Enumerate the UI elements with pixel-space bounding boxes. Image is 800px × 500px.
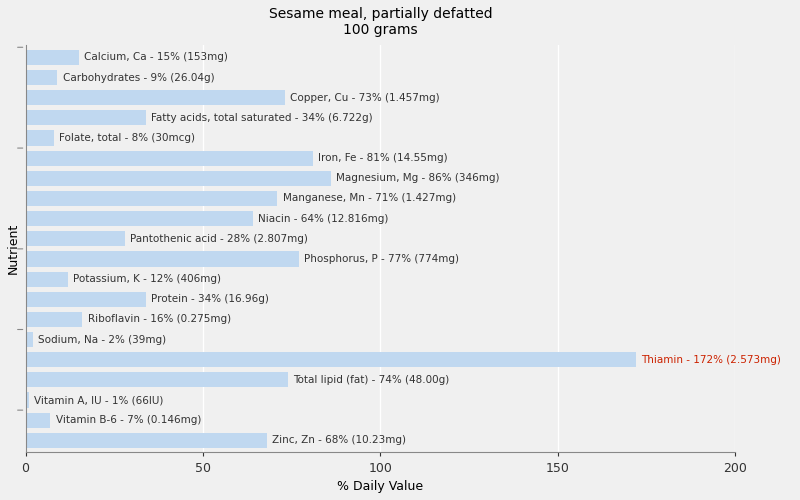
- Bar: [26, 90, 285, 105]
- Text: Fatty acids, total saturated - 34% (6.722g): Fatty acids, total saturated - 34% (6.72…: [151, 113, 373, 123]
- Bar: [26, 50, 78, 65]
- Text: Vitamin A, IU - 1% (66IU): Vitamin A, IU - 1% (66IU): [34, 395, 164, 405]
- Text: Zinc, Zn - 68% (10.23mg): Zinc, Zn - 68% (10.23mg): [272, 436, 406, 446]
- Bar: [26, 433, 267, 448]
- Bar: [26, 312, 82, 327]
- Text: Manganese, Mn - 71% (1.427mg): Manganese, Mn - 71% (1.427mg): [283, 194, 456, 203]
- Text: Folate, total - 8% (30mcg): Folate, total - 8% (30mcg): [59, 133, 195, 143]
- Text: Phosphorus, P - 77% (774mg): Phosphorus, P - 77% (774mg): [304, 254, 459, 264]
- Bar: [26, 211, 253, 226]
- Bar: [26, 352, 636, 368]
- Bar: [26, 170, 330, 186]
- Text: Sodium, Na - 2% (39mg): Sodium, Na - 2% (39mg): [38, 334, 166, 344]
- Bar: [26, 231, 125, 246]
- Title: Sesame meal, partially defatted
100 grams: Sesame meal, partially defatted 100 gram…: [269, 7, 492, 37]
- Bar: [26, 191, 278, 206]
- Bar: [26, 110, 146, 126]
- Y-axis label: Nutrient: Nutrient: [7, 223, 20, 274]
- Bar: [26, 292, 146, 307]
- Text: Potassium, K - 12% (406mg): Potassium, K - 12% (406mg): [74, 274, 222, 284]
- Text: Pantothenic acid - 28% (2.807mg): Pantothenic acid - 28% (2.807mg): [130, 234, 308, 244]
- Bar: [26, 272, 68, 286]
- Text: Calcium, Ca - 15% (153mg): Calcium, Ca - 15% (153mg): [84, 52, 228, 62]
- Text: Iron, Fe - 81% (14.55mg): Iron, Fe - 81% (14.55mg): [318, 153, 448, 163]
- X-axis label: % Daily Value: % Daily Value: [338, 480, 423, 493]
- Bar: [26, 150, 313, 166]
- Text: Magnesium, Mg - 86% (346mg): Magnesium, Mg - 86% (346mg): [336, 174, 499, 184]
- Bar: [26, 70, 58, 85]
- Bar: [26, 372, 288, 388]
- Bar: [26, 392, 29, 407]
- Bar: [26, 412, 50, 428]
- Text: Riboflavin - 16% (0.275mg): Riboflavin - 16% (0.275mg): [88, 314, 230, 324]
- Text: Carbohydrates - 9% (26.04g): Carbohydrates - 9% (26.04g): [62, 72, 214, 83]
- Text: Copper, Cu - 73% (1.457mg): Copper, Cu - 73% (1.457mg): [290, 92, 439, 102]
- Text: Protein - 34% (16.96g): Protein - 34% (16.96g): [151, 294, 270, 304]
- Bar: [26, 332, 33, 347]
- Bar: [26, 130, 54, 146]
- Text: Total lipid (fat) - 74% (48.00g): Total lipid (fat) - 74% (48.00g): [294, 375, 450, 385]
- Bar: [26, 252, 298, 266]
- Text: Vitamin B-6 - 7% (0.146mg): Vitamin B-6 - 7% (0.146mg): [56, 415, 201, 425]
- Text: Niacin - 64% (12.816mg): Niacin - 64% (12.816mg): [258, 214, 388, 224]
- Text: Thiamin - 172% (2.573mg): Thiamin - 172% (2.573mg): [642, 354, 781, 364]
